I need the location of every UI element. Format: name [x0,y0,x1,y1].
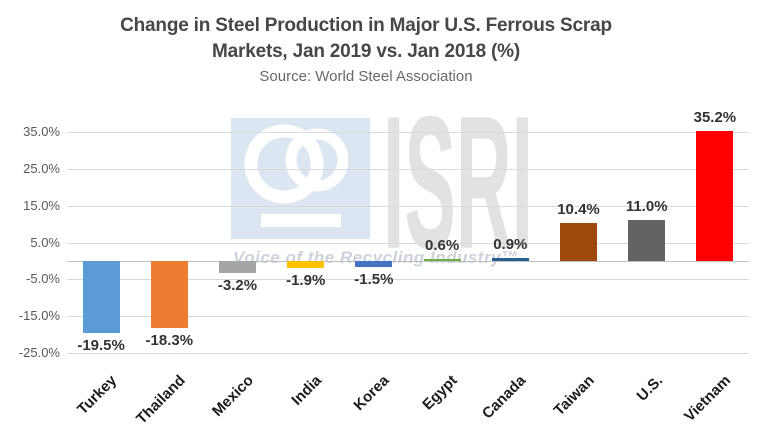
value-label-india: -1.9% [286,271,326,289]
y-axis-tick-label: 15.0% [23,197,60,213]
x-axis-zero-line [67,261,749,262]
gridline [67,168,749,170]
bar-india [287,261,325,268]
bar-egypt [423,258,461,261]
svg-text:ISRI: ISRI [383,111,533,253]
value-label-korea: -1.5% [354,270,394,288]
gridline [67,242,749,244]
y-axis-tick-label: -15.0% [18,308,60,324]
y-axis-tick-label: 25.0% [23,160,60,176]
value-label-turkey: -19.5% [77,336,125,354]
gridline [67,205,749,207]
y-axis-tick-label: -25.0% [18,345,60,361]
value-label-vietnam: 35.2% [693,109,737,127]
chart-title-line2: Markets, Jan 2019 vs. Jan 2018 (%) [212,41,520,62]
bar-taiwan [560,222,597,261]
gridline [67,353,749,355]
y-axis-tick-label: 5.0% [30,234,60,250]
bar-canada [491,257,529,261]
chart-title-line1: Change in Steel Production in Major U.S.… [120,15,612,36]
isri-logo-icon [231,118,370,239]
value-label-taiwan: 10.4% [557,200,600,218]
isri-wordmark: ISRI [383,111,533,253]
gridline [67,279,749,281]
value-label-canada: 0.9% [493,235,528,253]
bar-vietnam [696,131,734,261]
bar-us [628,220,666,261]
y-axis-tick-label: -5.0% [26,271,60,287]
chart-source: Source: World Steel Association [259,68,473,85]
gridline [67,132,749,134]
bar-korea [355,261,393,267]
y-axis-tick-label: 35.0% [23,124,60,140]
value-label-mexico: -3.2% [217,276,258,294]
bar-turkey [82,261,120,333]
value-label-us: 11.0% [625,198,668,216]
bar-thailand [150,261,188,329]
bar-mexico [219,261,256,273]
value-label-thailand: -18.3% [145,332,194,350]
value-label-egypt: 0.6% [424,236,460,254]
gridline [67,316,749,318]
chart-title-block: Change in Steel Production in Major U.S.… [0,13,732,87]
